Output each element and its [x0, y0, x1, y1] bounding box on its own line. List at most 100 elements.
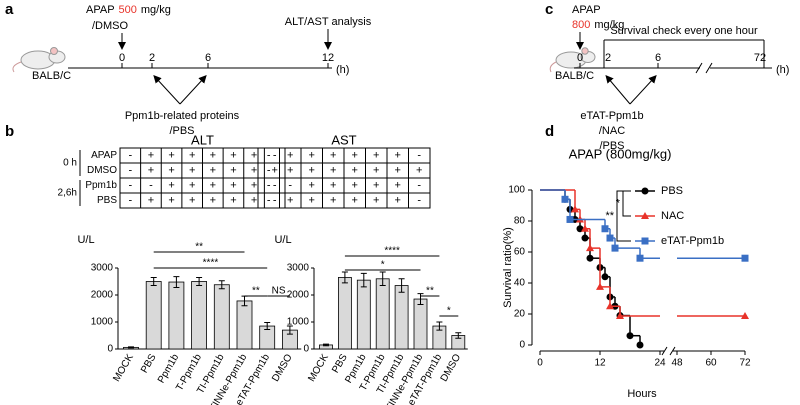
drug-label: APAP [572, 4, 601, 16]
bar [356, 279, 371, 350]
y-tick-label: 2000 [91, 290, 114, 301]
dose-unit: mg/kg [594, 19, 624, 31]
significance-label: * [447, 306, 451, 317]
x-axis-label: Hours [627, 388, 657, 400]
significance-label: **** [384, 246, 400, 257]
dose-label: 800 mg/kg [572, 19, 624, 31]
y-tick-label: 40 [514, 278, 526, 289]
table-cell: + [416, 164, 422, 176]
error-bar [286, 325, 293, 335]
table-cell: + [210, 149, 216, 161]
arrow [629, 75, 657, 105]
legend-label: PBS [661, 185, 683, 197]
table-cell: - [128, 179, 132, 191]
error-bar [417, 293, 424, 305]
table-cell: + [189, 164, 195, 176]
legend-marker [641, 212, 649, 219]
drug: APAP [86, 4, 115, 16]
survival-marker [586, 244, 594, 252]
comparison-label: ** [605, 210, 614, 222]
table-cell: + [395, 149, 401, 161]
mouse-icon [12, 47, 66, 73]
x-tick-label: 24 [654, 358, 666, 369]
error-bar [379, 271, 386, 287]
check-label: Survival check every one hour [610, 25, 758, 37]
table-cell: + [210, 164, 216, 176]
table-cell: + [287, 164, 293, 176]
survival-marker [581, 234, 589, 242]
vehicle-label: /DMSO [92, 20, 129, 32]
table-cell: + [309, 164, 315, 176]
survival-marker [636, 254, 644, 262]
table-cell: + [168, 194, 174, 206]
x-tick-label: PBS [139, 352, 159, 375]
table-cell: - [273, 149, 277, 161]
x-tick-label: DMSO [270, 352, 295, 384]
table-cell: + [373, 164, 379, 176]
bar [145, 281, 162, 350]
survival-marker [596, 282, 604, 290]
x-tick-label: MOCK [306, 352, 331, 384]
x-tick-label: 48 [671, 358, 683, 369]
axis-break [695, 62, 713, 74]
table-cell: - [128, 194, 132, 206]
table-cell: + [251, 164, 257, 176]
y-tick-label: 2000 [287, 290, 310, 301]
y-tick-label: 3000 [91, 263, 114, 274]
table-cell: - [417, 194, 421, 206]
table-cell: + [352, 164, 358, 176]
time-label: 2 [605, 52, 611, 64]
table-cell: - [273, 179, 277, 191]
time-label: 6 [205, 52, 211, 64]
bar [191, 281, 208, 350]
table-cell: + [230, 164, 236, 176]
error-bar [436, 321, 443, 331]
table-cell: - [273, 194, 277, 206]
treatment-label: /PBS [599, 140, 624, 152]
row-label: APAP [91, 150, 117, 161]
table-cell: + [309, 179, 315, 191]
arrow [605, 74, 631, 105]
survival-marker [581, 224, 589, 232]
table-cell: + [168, 149, 174, 161]
y-tick-label: 1000 [91, 317, 114, 328]
panel-label: b [5, 123, 14, 140]
survival-marker [566, 215, 574, 223]
panel-label: c [545, 1, 553, 18]
significance-label: ** [426, 286, 434, 297]
treatment-label: eTAT-Ppm1b [580, 110, 643, 122]
row-label: DMSO [87, 165, 117, 176]
time-label: 2 [149, 52, 155, 64]
bar [413, 298, 428, 350]
table-cell: + [287, 149, 293, 161]
legend-marker [641, 187, 649, 195]
y-axis-label: U/L [274, 234, 291, 246]
analysis-label: ALT/AST analysis [285, 16, 372, 28]
strain-label: BALB/C [32, 70, 71, 82]
table-cell: - [288, 179, 292, 191]
y-axis-label: U/L [77, 234, 94, 246]
table-cell: + [395, 179, 401, 191]
y-tick-label: 80 [514, 216, 526, 227]
survival-marker [571, 205, 579, 213]
table-cell: + [352, 179, 358, 191]
table-cell: - [149, 179, 153, 191]
y-tick-label: 3000 [287, 263, 310, 274]
table-cell: + [309, 194, 315, 206]
y-tick-label: 0 [107, 344, 113, 355]
strain-label: BALB/C [555, 70, 594, 82]
table-cell: - [267, 194, 271, 206]
time-label: 72 [754, 52, 766, 64]
error-bar [150, 276, 157, 287]
treatment-label: Ppm1b-related proteins [125, 110, 240, 122]
x-tick-label: MOCK [111, 352, 136, 384]
survival-marker [601, 273, 609, 281]
bar [375, 278, 390, 350]
table-cell: + [330, 149, 336, 161]
table-cell: - [417, 179, 421, 191]
table-cell: + [148, 164, 154, 176]
row-label: PBS [97, 195, 117, 206]
table-cell: + [309, 149, 315, 161]
significance-label: ** [195, 242, 203, 253]
table-cell: + [210, 179, 216, 191]
